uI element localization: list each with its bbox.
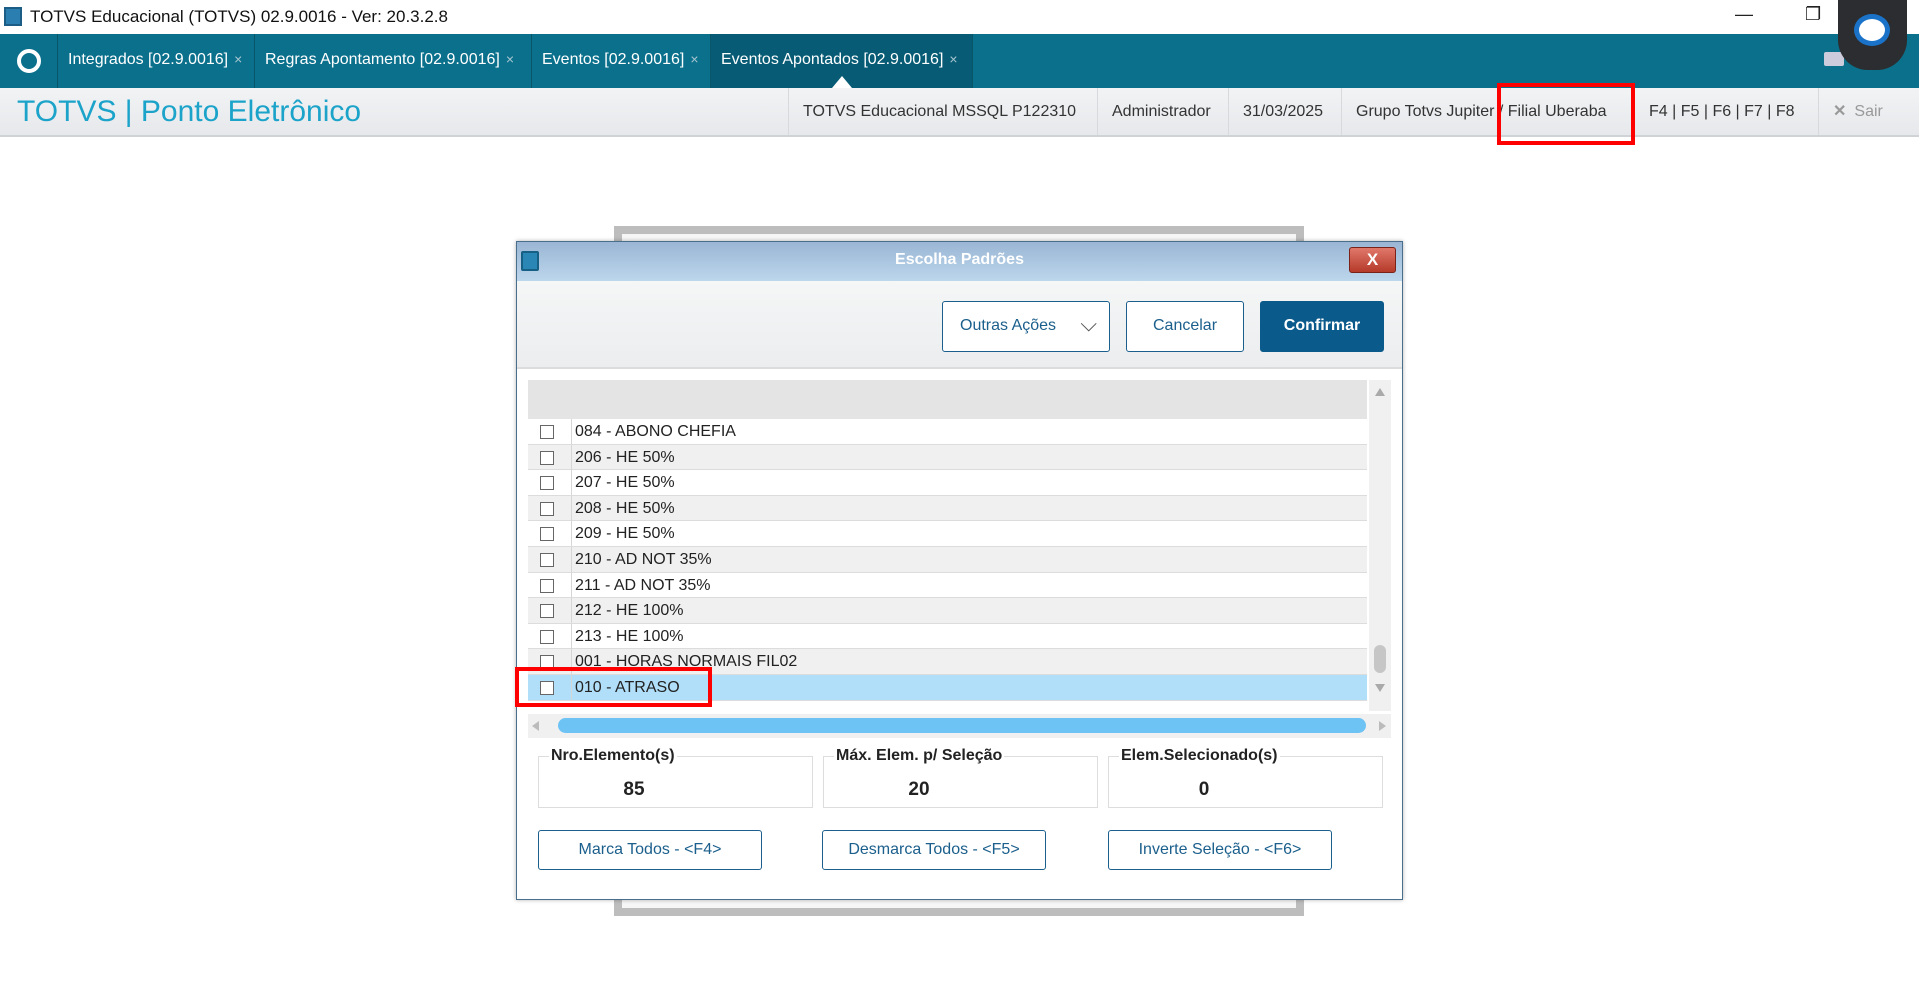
date-info: 31/03/2025 [1228,88,1337,135]
grid-header [528,380,1367,419]
tab-integrados[interactable]: Integrados [02.9.0016] × [57,34,255,88]
event-label: 207 - HE 50% [571,470,675,496]
event-row[interactable]: 210 - AD NOT 35% [528,547,1367,573]
events-grid: 084 - ABONO CHEFIA 206 - HE 50% 207 - HE 5… [528,380,1367,711]
scroll-up-arrow[interactable] [1375,388,1385,396]
database-info: TOTVS Educacional MSSQL P122310 [788,88,1090,135]
scroll-right-arrow[interactable] [1379,721,1386,731]
event-label: 212 - HE 100% [571,598,684,624]
branch-info[interactable]: Grupo Totvs Jupiter / Filial Uberaba [1341,88,1620,135]
event-label: 084 - ABONO CHEFIA [571,419,736,444]
event-label: 001 - HORAS NORMAIS FIL02 [571,649,797,675]
user-info: Administrador [1097,88,1225,135]
shortcut-keys: F4 | F5 | F6 | F7 | F8 [1634,88,1809,135]
event-label: 010 - ATRASO [571,675,680,700]
event-row[interactable]: 211 - AD NOT 35% [528,572,1367,599]
highlight-atraso-row [515,667,712,707]
active-tab-indicator [832,76,852,88]
selected-count-value: 0 [1198,779,1210,800]
event-row[interactable]: 010 - ATRASO [528,675,1367,701]
mail-icon[interactable] [1824,52,1844,66]
restore-button[interactable]: ❐ [1805,4,1822,24]
row-checkbox[interactable] [540,681,554,695]
exit-button[interactable]: ✕ Sair [1818,88,1919,135]
element-count-value: 85 [623,779,645,800]
window-titlebar: TOTVS Educacional (TOTVS) 02.9.0016 - Ve… [0,0,1919,34]
row-checkbox[interactable] [540,604,554,619]
confirm-button[interactable]: Confirmar [1260,301,1384,352]
row-checkbox[interactable] [540,450,554,465]
selected-count-field: Elem.Selecionado(s) 0 [1108,747,1383,808]
tab-eventos-apontados[interactable]: Eventos Apontados [02.9.0016] × [711,34,973,88]
page-title: TOTVS | Ponto Eletrônico [17,95,362,128]
chevron-down-icon: ⌵ [1080,311,1097,336]
mark-all-button[interactable]: Marca Todos - <F4> [538,830,762,870]
totvs-logo-icon[interactable] [17,49,41,73]
cancel-button[interactable]: Cancelar [1126,301,1244,352]
selected-count-label: Elem.Selecionado(s) [1119,747,1280,765]
horizontal-scroll-thumb[interactable] [558,718,1366,733]
dialog-app-icon [521,251,539,271]
row-checkbox[interactable] [540,553,554,567]
row-checkbox[interactable] [540,476,554,491]
row-checkbox[interactable] [540,425,554,439]
max-selection-label: Máx. Elem. p/ Seleção [834,747,1005,765]
invert-selection-button[interactable]: Inverte Seleção - <F6> [1108,830,1332,870]
tab-label: Eventos Apontados [02.9.0016] [721,51,944,68]
event-row[interactable]: 206 - HE 50% [528,444,1367,471]
event-row[interactable]: 212 - HE 100% [528,598,1367,624]
scroll-down-arrow[interactable] [1375,684,1385,692]
event-row[interactable]: 084 - ABONO CHEFIA [528,419,1367,445]
tab-label: Integrados [02.9.0016] [68,51,229,68]
element-count-field: Nro.Elemento(s) 85 [538,747,813,808]
tab-eventos[interactable]: Eventos [02.9.0016] × [532,34,711,88]
highlight-branch [1497,83,1635,145]
close-icon: ✕ [1833,103,1847,120]
grid-rows: 084 - ABONO CHEFIA 206 - HE 50% 207 - HE 5… [528,419,1367,709]
max-selection-field: Máx. Elem. p/ Seleção 20 [823,747,1098,808]
event-row[interactable]: 209 - HE 50% [528,521,1367,547]
scroll-thumb[interactable] [1374,645,1386,673]
max-selection-value: 20 [908,779,930,800]
unmark-all-button[interactable]: Desmarca Todos - <F5> [822,830,1046,870]
event-label: 206 - HE 50% [571,444,675,470]
window-title: TOTVS Educacional (TOTVS) 02.9.0016 - Ve… [30,7,448,26]
scroll-left-arrow[interactable] [532,721,539,731]
tab-regras-apontamento[interactable]: Regras Apontamento [02.9.0016] × [255,34,532,88]
dialog-title: Escolha Padrões [895,251,1024,268]
event-label: 213 - HE 100% [571,623,684,649]
close-tab-icon[interactable]: × [505,51,515,67]
close-tab-icon[interactable]: × [234,51,243,67]
dialog-close-button[interactable]: X [1349,247,1396,273]
dialog-toolbar: Outras Ações ⌵ Cancelar Confirmar [517,281,1402,369]
close-tab-icon[interactable]: × [949,51,958,67]
other-actions-label: Outras Ações [960,317,1057,334]
event-label: 208 - HE 50% [571,495,675,521]
event-label: 209 - HE 50% [571,521,675,547]
tab-label: Regras Apontamento [02.9.0016] [265,51,500,68]
element-count-label: Nro.Elemento(s) [549,747,677,765]
app-icon [4,7,22,26]
event-row[interactable]: 208 - HE 50% [528,495,1367,522]
row-checkbox[interactable] [540,578,554,593]
row-checkbox[interactable] [540,501,554,516]
event-row[interactable]: 207 - HE 50% [528,470,1367,496]
event-row[interactable]: 213 - HE 100% [528,623,1367,650]
choose-patterns-dialog: Escolha Padrões X Outras Ações ⌵ Cancelar… [516,241,1403,900]
chat-assistant-icon[interactable] [1838,0,1907,70]
module-header: TOTVS | Ponto Eletrônico TOTVS Educacion… [0,88,1919,137]
event-label: 210 - AD NOT 35% [571,547,712,572]
vertical-scrollbar[interactable] [1369,380,1391,711]
tab-bar: Integrados [02.9.0016] × Regras Apontamen… [0,34,1919,88]
horizontal-scrollbar[interactable] [528,714,1391,738]
dialog-titlebar: Escolha Padrões X [517,242,1402,281]
minimize-button[interactable]: — [1735,4,1753,24]
tab-label: Eventos [02.9.0016] [542,51,685,68]
event-label: 211 - AD NOT 35% [571,572,710,598]
other-actions-dropdown[interactable]: Outras Ações ⌵ [942,301,1110,352]
exit-label: Sair [1854,103,1883,120]
row-checkbox[interactable] [540,629,554,644]
row-checkbox[interactable] [540,527,554,542]
close-tab-icon[interactable]: × [690,51,699,67]
